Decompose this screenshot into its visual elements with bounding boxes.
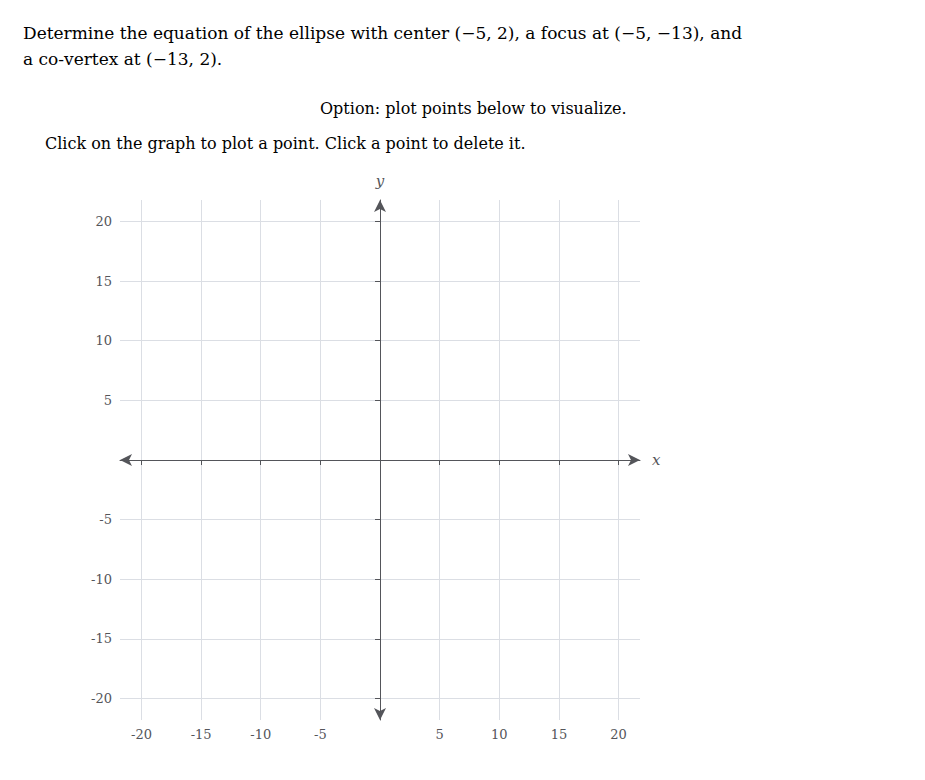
svg-text:Click on the graph to plot a p: Click on the graph to plot a point. Clic…: [45, 134, 526, 153]
svg-text:Option: plot points below to v: Option: plot points below to visualize.: [320, 99, 627, 118]
svg-text:Determine the equation of the: Determine the equation of the ellipse wi…: [23, 23, 742, 43]
svg-text:5: 5: [435, 727, 443, 742]
svg-text:20: 20: [610, 727, 627, 742]
svg-text:a co-vertex at (−13, 2).: a co-vertex at (−13, 2).: [23, 49, 222, 69]
svg-text:-5: -5: [99, 512, 112, 527]
svg-text:-5: -5: [314, 727, 327, 742]
svg-text:10: 10: [95, 333, 112, 348]
svg-text:20: 20: [95, 214, 112, 229]
svg-text:-20: -20: [131, 727, 152, 742]
svg-text:5: 5: [104, 393, 112, 408]
svg-text:-15: -15: [91, 631, 112, 646]
svg-text:y: y: [375, 172, 385, 190]
svg-text:-15: -15: [191, 727, 212, 742]
svg-text:15: 15: [551, 727, 568, 742]
svg-text:10: 10: [491, 727, 508, 742]
svg-text:-20: -20: [91, 691, 112, 706]
svg-text:-10: -10: [250, 727, 271, 742]
svg-text:15: 15: [95, 274, 112, 289]
svg-text:x: x: [652, 451, 661, 469]
svg-text:-10: -10: [91, 572, 112, 587]
